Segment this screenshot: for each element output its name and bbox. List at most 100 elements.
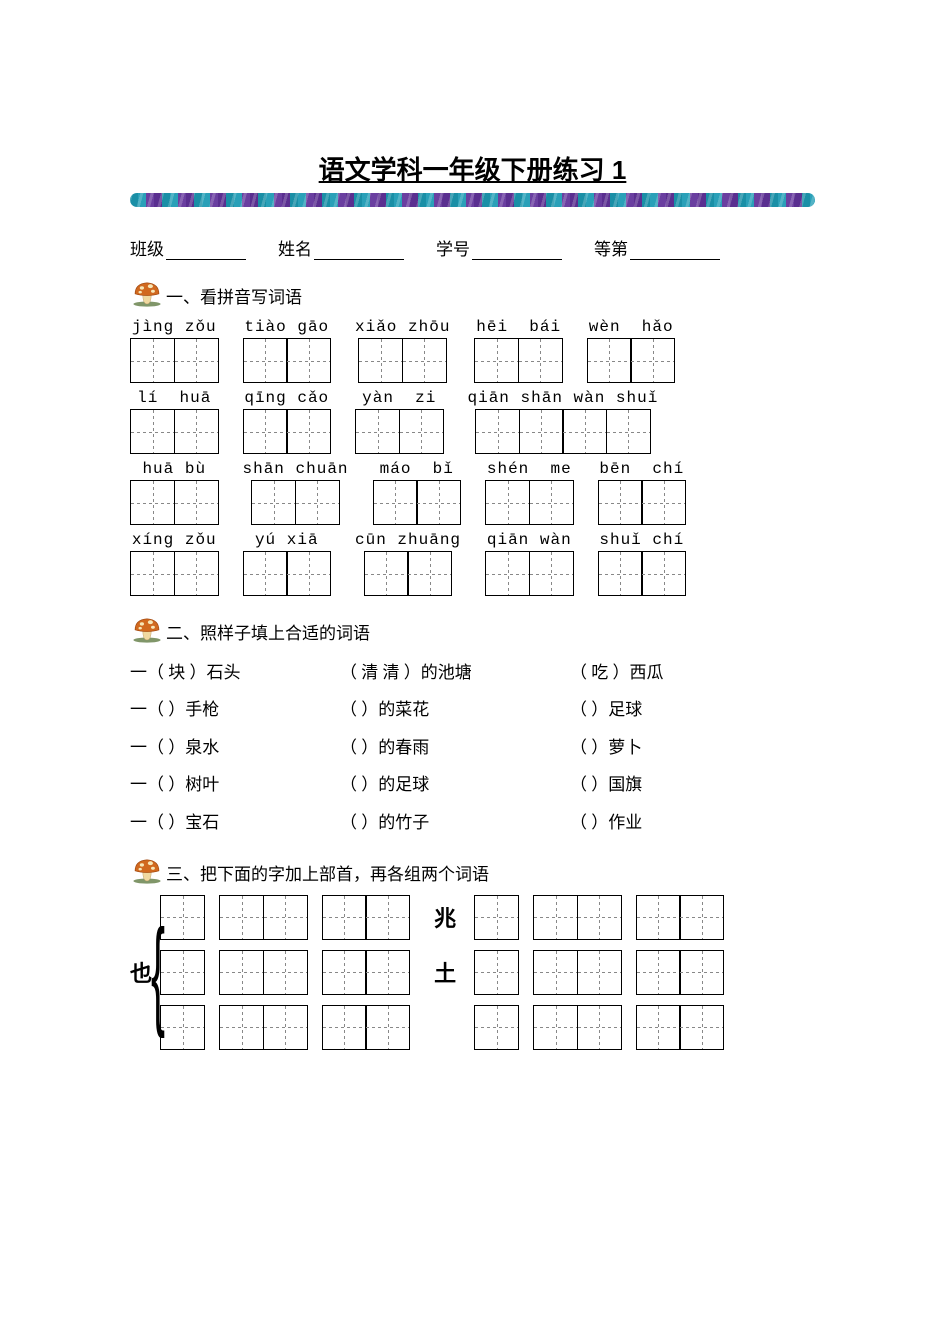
char-box[interactable] — [641, 551, 686, 596]
char-box-group[interactable] — [533, 895, 622, 940]
char-box[interactable] — [174, 409, 219, 454]
char-box[interactable] — [130, 338, 175, 383]
char-box-group[interactable] — [130, 551, 219, 596]
fill-cell[interactable]: （ ）作业 — [570, 804, 750, 841]
char-box[interactable] — [286, 409, 331, 454]
char-box-group[interactable] — [219, 895, 308, 940]
char-box[interactable] — [636, 950, 681, 995]
char-box[interactable] — [587, 338, 632, 383]
char-box[interactable] — [174, 338, 219, 383]
char-box[interactable] — [577, 950, 622, 995]
char-box-group[interactable] — [322, 1005, 411, 1050]
char-box[interactable] — [474, 338, 519, 383]
char-box[interactable] — [416, 480, 461, 525]
fill-cell[interactable]: （ 清 清 ）的池塘 — [340, 654, 570, 691]
char-box-group[interactable] — [474, 895, 519, 940]
char-box-group[interactable] — [474, 950, 519, 995]
char-box-group[interactable] — [533, 950, 622, 995]
char-box[interactable] — [286, 338, 331, 383]
char-box-group[interactable] — [533, 1005, 622, 1050]
fill-cell[interactable]: 一（ ）宝石 — [130, 804, 340, 841]
char-box[interactable] — [606, 409, 651, 454]
char-box[interactable] — [402, 338, 447, 383]
char-box-group[interactable] — [219, 1005, 308, 1050]
char-box[interactable] — [598, 480, 643, 525]
fill-cell[interactable]: （ ）国旗 — [570, 766, 750, 803]
char-box[interactable] — [160, 895, 205, 940]
char-box[interactable] — [243, 338, 288, 383]
char-box[interactable] — [533, 950, 578, 995]
char-box[interactable] — [636, 1005, 681, 1050]
char-box[interactable] — [529, 480, 574, 525]
char-box[interactable] — [365, 1005, 410, 1050]
char-box[interactable] — [485, 480, 530, 525]
char-box[interactable] — [679, 950, 724, 995]
char-box-group[interactable] — [475, 409, 651, 454]
fill-cell[interactable]: 一（ ）手枪 — [130, 691, 340, 728]
char-box[interactable] — [322, 950, 367, 995]
char-box[interactable] — [373, 480, 418, 525]
char-box-group[interactable] — [364, 551, 453, 596]
char-box[interactable] — [251, 480, 296, 525]
char-box[interactable] — [322, 895, 367, 940]
char-box[interactable] — [365, 895, 410, 940]
char-box-group[interactable] — [243, 338, 332, 383]
fill-cell[interactable]: （ ）的足球 — [340, 766, 570, 803]
char-box-group[interactable] — [251, 480, 340, 525]
char-box[interactable] — [641, 480, 686, 525]
char-box[interactable] — [364, 551, 409, 596]
fill-cell[interactable]: （ 吃 ）西瓜 — [570, 654, 750, 691]
grade-blank[interactable] — [630, 259, 720, 260]
char-box-group[interactable] — [485, 551, 574, 596]
fill-cell[interactable]: 一（ ）泉水 — [130, 729, 340, 766]
char-box[interactable] — [679, 1005, 724, 1050]
char-box-group[interactable] — [598, 480, 687, 525]
char-box[interactable] — [399, 409, 444, 454]
char-box-group[interactable] — [130, 409, 219, 454]
fill-cell[interactable]: （ ）的春雨 — [340, 729, 570, 766]
char-box-group[interactable] — [636, 1005, 725, 1050]
char-box[interactable] — [474, 950, 519, 995]
char-box-group[interactable] — [485, 480, 574, 525]
fill-cell[interactable]: 一（ 块 ）石头 — [130, 654, 340, 691]
char-box[interactable] — [286, 551, 331, 596]
char-box-group[interactable] — [355, 409, 444, 454]
char-box[interactable] — [219, 1005, 264, 1050]
char-box[interactable] — [518, 338, 563, 383]
char-box-group[interactable] — [130, 480, 219, 525]
char-box-group[interactable] — [322, 950, 411, 995]
char-box-group[interactable] — [474, 1005, 519, 1050]
char-box[interactable] — [160, 1005, 205, 1050]
char-box-group[interactable] — [160, 950, 205, 995]
char-box[interactable] — [519, 409, 564, 454]
char-box[interactable] — [533, 895, 578, 940]
char-box[interactable] — [358, 338, 403, 383]
char-box[interactable] — [355, 409, 400, 454]
char-box[interactable] — [263, 1005, 308, 1050]
char-box-group[interactable] — [587, 338, 676, 383]
char-box[interactable] — [598, 551, 643, 596]
fill-cell[interactable]: （ ）足球 — [570, 691, 750, 728]
char-box[interactable] — [219, 950, 264, 995]
char-box-group[interactable] — [636, 895, 725, 940]
id-blank[interactable] — [472, 259, 562, 260]
char-box[interactable] — [636, 895, 681, 940]
char-box[interactable] — [295, 480, 340, 525]
char-box[interactable] — [474, 1005, 519, 1050]
char-box[interactable] — [630, 338, 675, 383]
char-box[interactable] — [322, 1005, 367, 1050]
char-box[interactable] — [130, 480, 175, 525]
fill-cell[interactable]: （ ）萝卜 — [570, 729, 750, 766]
char-box[interactable] — [243, 551, 288, 596]
char-box[interactable] — [243, 409, 288, 454]
char-box[interactable] — [130, 409, 175, 454]
char-box-group[interactable] — [160, 895, 205, 940]
char-box[interactable] — [407, 551, 452, 596]
char-box[interactable] — [263, 950, 308, 995]
char-box[interactable] — [475, 409, 520, 454]
char-box-group[interactable] — [598, 551, 687, 596]
char-box[interactable] — [679, 895, 724, 940]
char-box[interactable] — [130, 551, 175, 596]
class-blank[interactable] — [166, 259, 246, 260]
char-box-group[interactable] — [636, 950, 725, 995]
